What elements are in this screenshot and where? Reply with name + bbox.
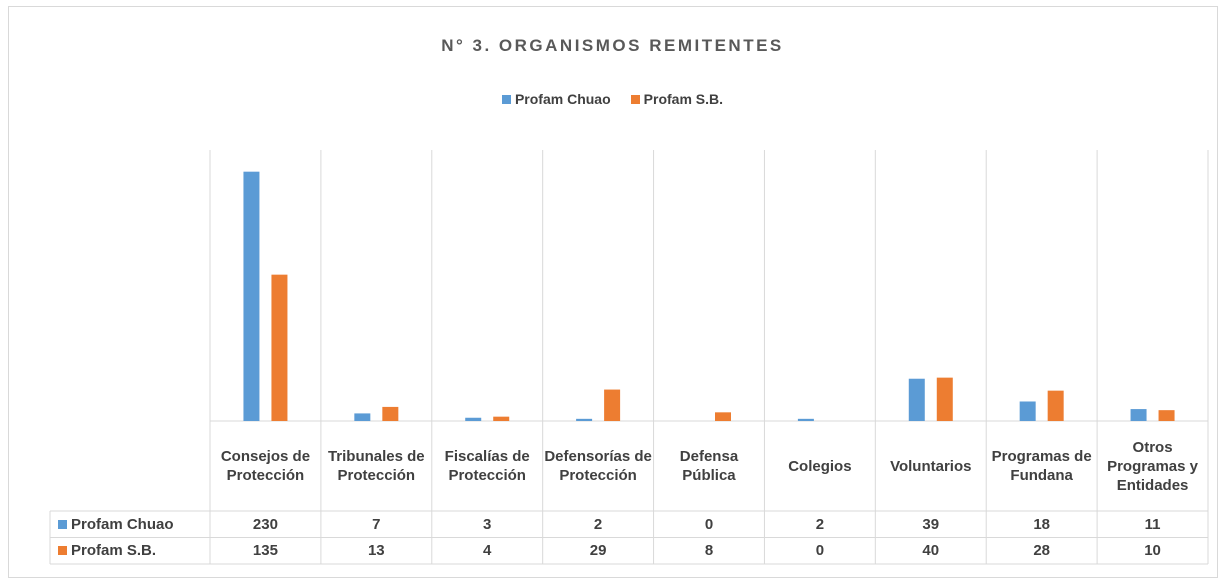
legend-swatch <box>501 95 511 104</box>
legend-label: Profam S.B. <box>643 91 724 107</box>
legend-swatch <box>630 95 640 104</box>
table-row-header: Profam Chuao <box>50 511 210 538</box>
bar <box>1130 409 1147 421</box>
table-value: 0 <box>815 542 825 560</box>
table-value: 40 <box>922 542 940 560</box>
bar <box>936 377 953 421</box>
table-value: 4 <box>483 542 492 560</box>
bar <box>604 389 621 421</box>
table-value: 18 <box>1033 515 1050 533</box>
table-value: 0 <box>704 515 714 533</box>
category-label: Defensorías de Protección <box>544 448 652 484</box>
category-label: Otros Programas y Entidades <box>1107 438 1198 494</box>
table-value: 2 <box>815 515 825 533</box>
table-value: 7 <box>372 515 381 533</box>
category-label: Tribunales de Protección <box>327 448 425 484</box>
bar <box>1047 390 1064 421</box>
bar <box>465 417 482 421</box>
table-value: 28 <box>1033 542 1050 560</box>
bar <box>1019 401 1036 421</box>
bar <box>382 406 399 421</box>
table-value: 3 <box>483 515 492 533</box>
table-value: 2 <box>593 515 603 533</box>
legend-swatch <box>58 546 67 556</box>
legend: Profam Chuao Profam S.B. <box>0 91 1225 107</box>
category-label: Fiscalías de Protección <box>444 448 530 484</box>
table-value: 29 <box>589 542 607 560</box>
bar <box>271 274 288 421</box>
table-value: 11 <box>1144 515 1161 533</box>
category-label: Voluntarios <box>890 457 972 475</box>
bar <box>243 171 260 421</box>
table-value: 8 <box>704 542 714 560</box>
legend-item: Profam Chuao <box>501 91 611 107</box>
chart-title: N° 3. ORGANISMOS REMITENTES <box>441 36 784 55</box>
category-label: Defensa Pública <box>679 448 739 484</box>
row-label: Profam Chuao <box>71 515 174 533</box>
table-value: 10 <box>1144 542 1161 560</box>
category-label: Programas de Fundana <box>991 448 1092 484</box>
bar <box>908 378 925 421</box>
bar <box>1158 410 1175 421</box>
table-value: 39 <box>922 515 940 533</box>
row-label: Profam S.B. <box>71 542 157 560</box>
bar <box>354 413 371 421</box>
legend-label: Profam Chuao <box>514 91 611 107</box>
chart-border <box>8 6 1218 578</box>
table-value: 13 <box>367 542 385 560</box>
bar <box>715 412 731 421</box>
legend-item: Profam S.B. <box>630 91 724 107</box>
bar <box>493 416 510 421</box>
bar <box>797 418 814 421</box>
category-label: Colegios <box>788 457 852 475</box>
table-value: 135 <box>252 542 278 560</box>
legend-swatch <box>58 519 67 529</box>
bar <box>576 418 593 421</box>
category-label: Consejos de Protección <box>220 448 311 484</box>
table-row-header: Profam S.B. <box>50 538 210 565</box>
table-value: 230 <box>252 515 278 533</box>
